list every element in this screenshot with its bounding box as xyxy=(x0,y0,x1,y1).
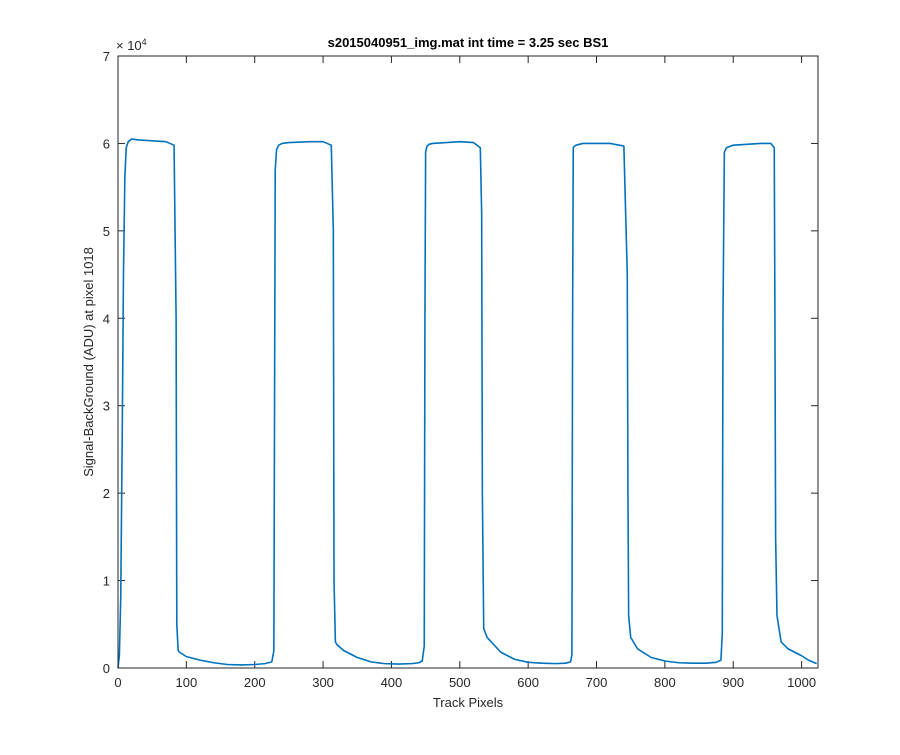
y-axis-label: Signal-BackGround (ADU) at pixel 1018 xyxy=(81,247,96,477)
x-axis-label: Track Pixels xyxy=(433,695,504,710)
x-axis-ticks: 0 100 200 300 400 500 600 700 800 900 1000 xyxy=(114,56,816,690)
x-tick-label: 300 xyxy=(312,675,334,690)
x-tick-label: 800 xyxy=(654,675,676,690)
x-tick-label: 200 xyxy=(244,675,266,690)
plot-area xyxy=(118,56,818,668)
y-axis-exponent-base: × 10 xyxy=(116,38,142,53)
x-tick-label: 1000 xyxy=(787,675,816,690)
x-tick-label: 100 xyxy=(176,675,198,690)
x-tick-label: 0 xyxy=(114,675,121,690)
x-tick-label: 700 xyxy=(586,675,608,690)
x-tick-label: 500 xyxy=(449,675,471,690)
x-tick-label: 400 xyxy=(381,675,403,690)
plot-frame xyxy=(117,55,819,669)
y-axis-exponent-power: 4 xyxy=(142,37,147,47)
series-line xyxy=(117,138,817,669)
y-tick-label: 1 xyxy=(103,574,110,589)
y-tick-label: 2 xyxy=(103,486,110,501)
y-tick-label: 6 xyxy=(103,136,110,151)
y-tick-label: 3 xyxy=(103,399,110,414)
y-tick-label: 0 xyxy=(103,661,110,676)
y-axis-exponent: × 104 xyxy=(116,37,147,53)
y-tick-label: 4 xyxy=(103,311,110,326)
y-tick-label: 5 xyxy=(103,224,110,239)
y-tick-label: 7 xyxy=(103,49,110,64)
x-tick-label: 900 xyxy=(722,675,744,690)
x-tick-label: 600 xyxy=(517,675,539,690)
chart-title: s2015040951_img.mat int time = 3.25 sec … xyxy=(328,35,609,50)
